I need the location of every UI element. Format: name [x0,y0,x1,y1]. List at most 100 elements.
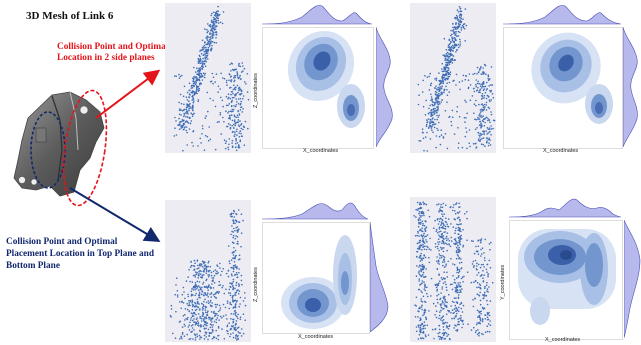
scatter-point [229,63,231,66]
scatter-point [191,281,194,283]
scatter-point [242,313,245,315]
scatter-point [203,74,206,76]
scatter-point [195,91,197,93]
scatter-point [189,266,192,268]
scatter-point [208,276,210,278]
scatter-point [233,127,235,129]
scatter-point [481,124,483,126]
scatter-point [231,145,234,147]
scatter-point [485,89,488,91]
scatter-point [238,272,240,274]
scatter-point [418,280,420,282]
scatter-point [460,285,462,287]
scatter-point [428,124,431,127]
scatter-point [196,86,198,88]
scatter-point [228,73,231,75]
scatter-point [242,219,244,222]
scatter-point [235,337,237,339]
scatter-point [193,333,196,335]
scatter-point [479,275,482,277]
scatter-point [483,274,485,276]
scatter-point [202,305,205,307]
scatter-point [193,75,195,78]
scatter-point [198,61,201,63]
scatter-point [437,89,440,91]
scatter-point [423,309,426,312]
scatter-point [229,282,231,284]
scatter-point [443,213,445,215]
scatter-point [480,248,482,251]
scatter-point [243,67,246,70]
scatter-point [442,82,444,84]
scatter-point [211,26,214,28]
scatter-point [438,263,441,265]
scatter-point [242,300,245,302]
scatter-point [178,109,181,112]
scatter-point [445,73,447,75]
scatter-point [422,224,424,227]
scatter-point [460,21,463,24]
scatter-point [447,69,450,71]
scatter-point [210,271,213,274]
scatter-point [476,262,478,265]
scatter-point [458,268,460,271]
scatter-point [233,114,236,117]
scatter-point [488,119,491,121]
scatter-point [455,314,457,317]
scatter-point [456,106,459,108]
scatter-point [238,254,241,257]
scatter-point [229,328,232,331]
scatter-point [185,317,187,320]
scatter-point [439,86,441,88]
scatter-point [185,106,188,109]
scatter-point [195,271,197,273]
scatter-point [456,17,459,19]
scatter-point [178,101,180,104]
scatter-point [418,307,420,310]
scatter-point [186,308,189,311]
scatter-point [217,17,220,20]
scatter-point [212,329,214,331]
scatter-point [192,78,195,81]
scatter-point [484,291,486,294]
scatter-point [449,59,452,61]
scatter-point [484,285,486,288]
scatter-point [487,106,490,109]
scatter-point [438,324,440,327]
scatter-point [196,300,199,303]
scatter-point [190,120,193,122]
scatter-point [458,6,461,8]
scatter-point [450,34,452,37]
scatter-point [196,317,198,319]
scatter-point [465,131,468,133]
scatter-point [447,226,450,228]
scatter-point [455,257,458,260]
scatter-point [194,336,197,339]
scatter-point [232,332,234,334]
scatter-point [448,57,450,59]
scatter-point [204,60,207,62]
scatter-point [487,77,489,80]
scatter-point [442,80,445,83]
scatter-point [445,64,447,66]
scatter-point [439,298,441,301]
scatter-point [472,266,475,268]
scatter-point [234,303,237,305]
scatter-point [434,246,437,248]
scatter-point [231,96,234,99]
scatter-point [418,217,421,219]
scatter-point [434,123,437,125]
scatter-point [484,145,486,147]
scatter-point [459,40,461,43]
scatter-point [438,331,441,334]
scatter-point [195,81,197,84]
scatter-point [464,40,466,42]
scatter-point [446,223,448,225]
scatter-point [178,124,180,126]
scatter-point [183,114,186,116]
scatter-point [417,316,419,318]
scatter-point [472,305,475,308]
scatter-point [450,257,452,260]
scatter-point [458,291,460,294]
scatter-point [200,324,202,326]
